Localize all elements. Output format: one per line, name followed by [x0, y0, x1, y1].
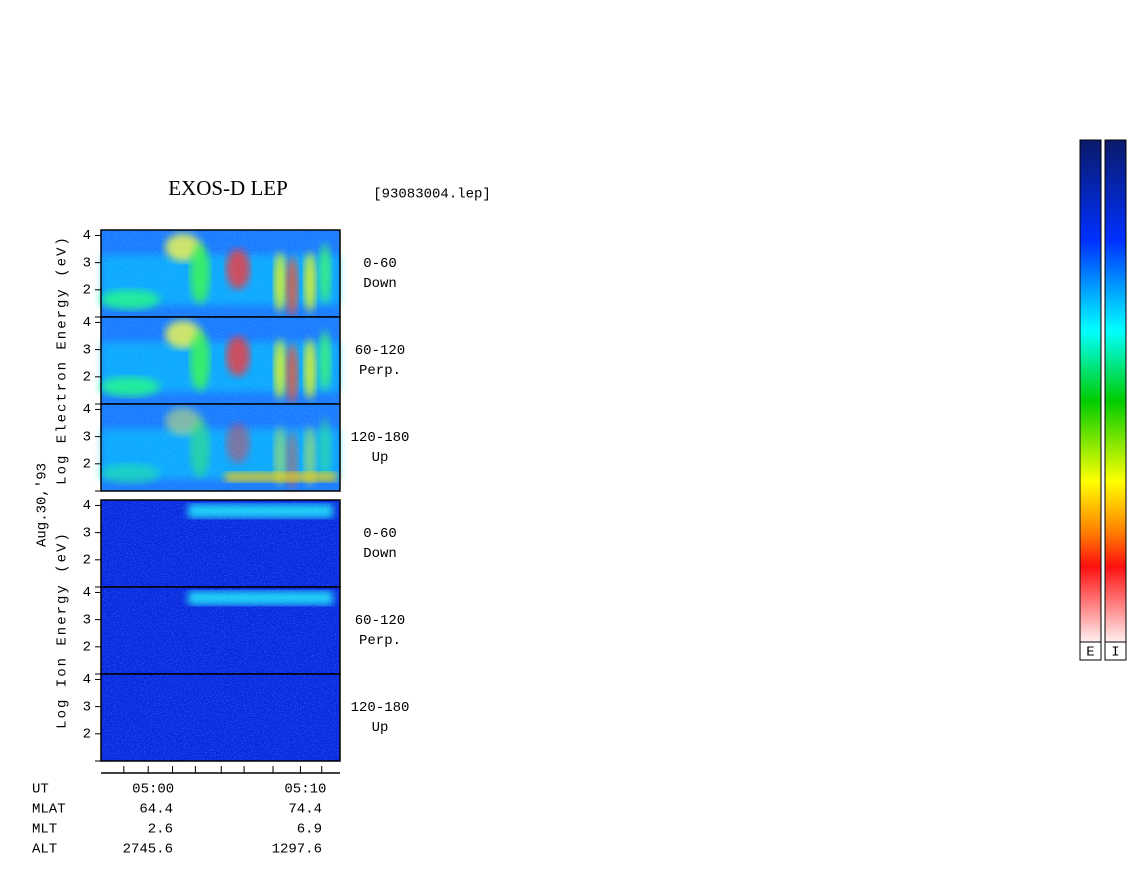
angle-label: 120-180: [351, 430, 410, 446]
spectrogram-noise: [101, 500, 340, 587]
row-value: 6.9: [297, 822, 322, 838]
y-tick-label: 2: [83, 370, 91, 386]
spectrogram-noise: [101, 230, 340, 317]
colorbar: [1079, 139, 1102, 643]
panel-frame: [100, 673, 341, 762]
spectrogram-noise: [101, 404, 340, 491]
x-tick-label: 05:10: [284, 782, 326, 798]
y-tick-label: 4: [83, 672, 91, 688]
y-tick-label: 2: [83, 283, 91, 299]
spectrogram-panel: [100, 230, 340, 317]
angle-label: 60-120: [355, 343, 405, 359]
spectrogram-panel: [101, 500, 340, 587]
y-axis-label: Log Electron Energy (eV): [55, 235, 71, 485]
colorbars: [1079, 139, 1127, 661]
y-tick-label: 3: [83, 255, 91, 271]
file-name: [93083004.lep]: [373, 187, 491, 203]
y-tick-label: 3: [83, 429, 91, 445]
y-tick-label: 3: [83, 525, 91, 541]
y-tick-label: 4: [83, 315, 91, 331]
colorbar: [1104, 139, 1127, 643]
row-label: UT: [32, 782, 49, 798]
row-label: ALT: [32, 842, 57, 858]
y-tick-label: 2: [83, 640, 91, 656]
angle-label: 0-60: [363, 256, 397, 272]
y-tick-label: 2: [83, 457, 91, 473]
y-tick-label: 2: [83, 553, 91, 569]
row-value: 1297.6: [272, 842, 322, 858]
x-tick-label: 05:00: [132, 782, 174, 798]
angle-label: 60-120: [355, 613, 405, 629]
row-value: 74.4: [288, 802, 322, 818]
row-value: 64.4: [139, 802, 173, 818]
colorbar-box: [1079, 641, 1102, 661]
spectrogram-panel: [100, 317, 340, 404]
direction-label: Down: [363, 546, 397, 562]
panel-frame: [100, 403, 341, 492]
direction-label: Up: [372, 450, 389, 466]
row-value: 2.6: [148, 822, 173, 838]
spectrogram-noise: [101, 317, 340, 404]
colorbar-label: I: [1111, 645, 1119, 661]
colorbar-box: [1104, 641, 1127, 661]
spectrogram-panel: [101, 587, 340, 674]
row-value: 2745.6: [123, 842, 173, 858]
spectrogram-noise: [101, 674, 340, 761]
angle-label: 0-60: [363, 526, 397, 542]
direction-label: Perp.: [359, 363, 401, 379]
colorbar-label: E: [1086, 645, 1094, 661]
y-axis-label: Log Ion Energy (eV): [55, 531, 71, 729]
row-label: MLAT: [32, 802, 66, 818]
direction-label: Perp.: [359, 633, 401, 649]
direction-label: Up: [372, 720, 389, 736]
y-tick-label: 3: [83, 612, 91, 628]
title: EXOS-D LEP: [168, 176, 288, 200]
spectrogram-noise: [101, 587, 340, 674]
y-tick-label: 4: [83, 402, 91, 418]
angle-label: 120-180: [351, 700, 410, 716]
y-tick-label: 4: [83, 585, 91, 601]
y-tick-label: 4: [83, 228, 91, 244]
y-tick-label: 3: [83, 342, 91, 358]
date: Aug.30,'93: [35, 463, 51, 547]
spectrogram-panel: [101, 674, 340, 761]
row-label: MLT: [32, 822, 57, 838]
y-tick-label: 4: [83, 498, 91, 514]
spectrogram-panel: [100, 404, 340, 491]
direction-label: Down: [363, 276, 397, 292]
y-tick-label: 2: [83, 727, 91, 743]
y-tick-label: 3: [83, 699, 91, 715]
